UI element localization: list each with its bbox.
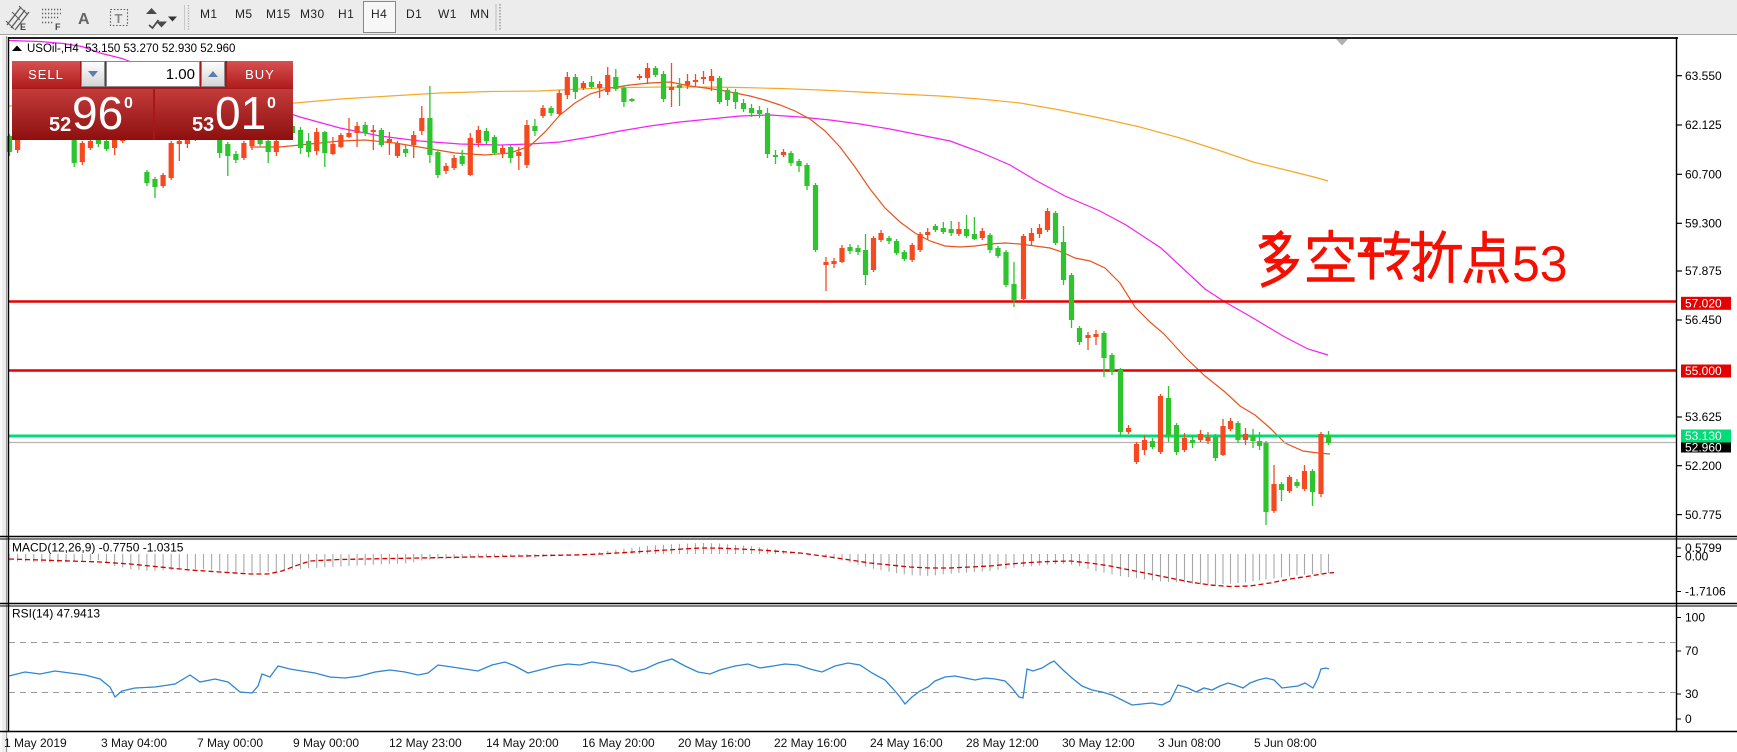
svg-text:60.700: 60.700	[1685, 168, 1722, 182]
svg-text:MACD(12,26,9) -0.7750 -1.0315: MACD(12,26,9) -0.7750 -1.0315	[12, 541, 184, 555]
svg-text:9 May 00:00: 9 May 00:00	[293, 736, 359, 750]
svg-text:57.875: 57.875	[1685, 264, 1722, 278]
svg-text:59.300: 59.300	[1685, 217, 1722, 231]
svg-text:RSI(14) 47.9413: RSI(14) 47.9413	[12, 607, 100, 621]
svg-text:22 May 16:00: 22 May 16:00	[774, 736, 847, 750]
svg-text:3 Jun 08:00: 3 Jun 08:00	[1158, 736, 1221, 750]
svg-text:70: 70	[1685, 644, 1699, 658]
svg-text:57.020: 57.020	[1685, 297, 1722, 311]
svg-text:53.130: 53.130	[1685, 429, 1722, 443]
svg-text:55.000: 55.000	[1685, 364, 1722, 378]
svg-text:E: E	[20, 22, 26, 32]
svg-text:16 May 20:00: 16 May 20:00	[582, 736, 655, 750]
svg-text:0: 0	[1685, 712, 1692, 726]
svg-text:63.550: 63.550	[1685, 69, 1722, 83]
svg-text:30 May 12:00: 30 May 12:00	[1062, 736, 1135, 750]
svg-text:52.200: 52.200	[1685, 459, 1722, 473]
svg-text:0.00: 0.00	[1685, 550, 1709, 564]
svg-text:T: T	[115, 11, 123, 26]
svg-text:0.5799: 0.5799	[1685, 541, 1722, 555]
svg-text:1 May 2019: 1 May 2019	[4, 736, 67, 750]
svg-text:56.450: 56.450	[1685, 313, 1722, 327]
svg-text:30: 30	[1685, 687, 1699, 701]
svg-text:52.960: 52.960	[1685, 440, 1722, 454]
svg-text:14 May 20:00: 14 May 20:00	[486, 736, 559, 750]
svg-text:62.125: 62.125	[1685, 118, 1722, 132]
svg-text:12 May 23:00: 12 May 23:00	[389, 736, 462, 750]
svg-text:A: A	[78, 11, 90, 28]
svg-text:50.775: 50.775	[1685, 508, 1722, 522]
svg-text:53.625: 53.625	[1685, 410, 1722, 424]
svg-text:7 May 00:00: 7 May 00:00	[197, 736, 263, 750]
svg-text:100: 100	[1685, 611, 1705, 625]
svg-text:-1.7106: -1.7106	[1685, 585, 1726, 599]
svg-text:28 May 12:00: 28 May 12:00	[966, 736, 1039, 750]
svg-text:F: F	[55, 22, 61, 32]
svg-text:3 May 04:00: 3 May 04:00	[101, 736, 167, 750]
svg-text:20 May 16:00: 20 May 16:00	[678, 736, 751, 750]
svg-text:53: 53	[1512, 236, 1568, 292]
svg-text:5 Jun 08:00: 5 Jun 08:00	[1254, 736, 1317, 750]
svg-text:24 May 16:00: 24 May 16:00	[870, 736, 943, 750]
